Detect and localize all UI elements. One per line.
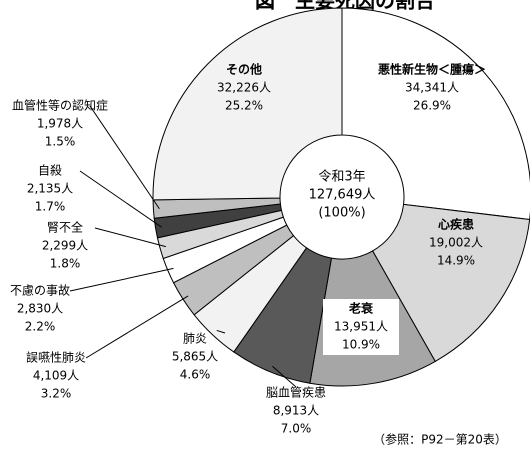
leader-line (85, 295, 189, 359)
leader-line (69, 267, 174, 292)
leader-line (272, 365, 297, 388)
value-label: 4,109人 (33, 369, 79, 383)
pie-slice (371, 203, 530, 363)
category-label: 腎不全 (47, 220, 83, 235)
value-label: 8,913人 (273, 404, 319, 418)
category-label: 肺炎 (183, 332, 207, 346)
percent-label: 14.9% (437, 254, 475, 268)
category-label: その他 (226, 62, 262, 77)
value-label: 1,978人 (37, 117, 83, 131)
value-label: 13,951人 (334, 320, 388, 334)
chart-title: 図 主要死因の割合 (255, 0, 436, 13)
percent-label: 26.9% (413, 99, 451, 113)
percent-label: 25.2% (225, 99, 263, 113)
leader-line (89, 105, 160, 210)
category-label: 悪性新生物＜腫瘍＞ (378, 62, 486, 77)
center-label: 127,649人 (309, 188, 376, 203)
category-label: 自殺 (38, 164, 62, 178)
percent-label: 2.2% (25, 320, 56, 334)
category-label: 誤嚥性肺炎 (26, 350, 86, 365)
label-box (323, 299, 399, 355)
category-label: 老衰 (349, 301, 374, 316)
value-label: 5,865人 (172, 350, 218, 364)
value-label: 2,135人 (27, 182, 73, 196)
percent-label: 7.0% (281, 422, 312, 436)
category-label: 不慮の事故 (10, 283, 70, 298)
value-label: 2,299人 (42, 239, 88, 253)
category-label: 脳血管疾患 (266, 385, 326, 400)
center-label: (100%) (318, 206, 365, 221)
pie-slice (152, 7, 343, 201)
percent-label: 10.9% (342, 338, 380, 352)
value-label: 2,830人 (17, 302, 63, 316)
percent-label: 1.7% (35, 200, 66, 214)
leader-line (94, 227, 166, 248)
leader-line (216, 329, 226, 334)
percent-label: 1.8% (50, 257, 81, 271)
value-label: 32,226人 (217, 81, 271, 95)
percent-label: 1.5% (45, 135, 76, 149)
percent-label: 4.6% (180, 368, 211, 382)
category-label: 血管性等の認知症 (12, 98, 108, 113)
note: （参照：P92－第20表） (373, 432, 507, 447)
value-label: 19,002人 (429, 236, 483, 250)
category-label: 心疾患 (438, 217, 474, 232)
percent-label: 3.2% (41, 387, 72, 401)
value-label: 34,341人 (405, 81, 459, 95)
leader-line (79, 170, 162, 228)
center-label: 令和3年 (318, 170, 365, 185)
